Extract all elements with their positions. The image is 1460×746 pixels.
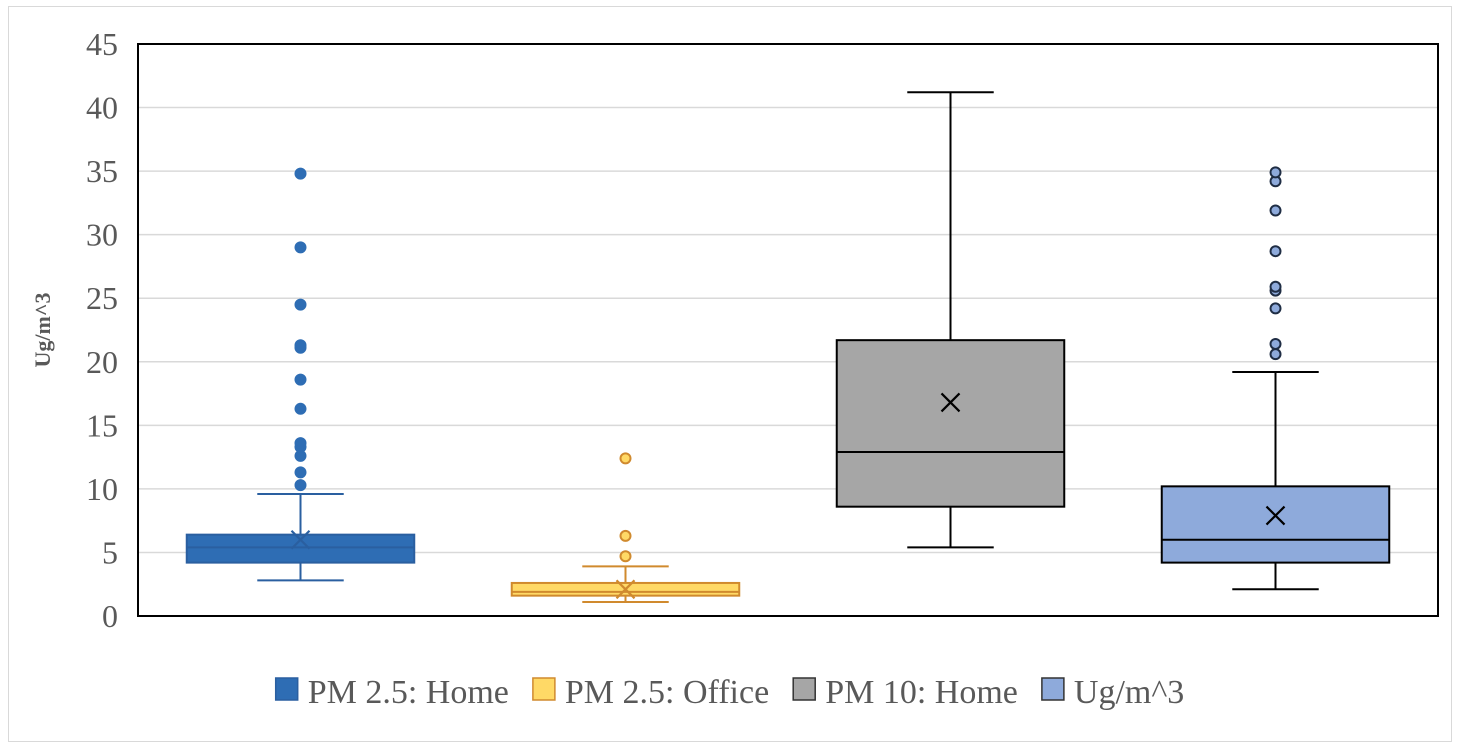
iqr-box — [1160, 485, 1391, 564]
outlier-point — [619, 529, 632, 542]
gridlines — [138, 43, 1438, 554]
y-tick-label: 40 — [86, 90, 118, 126]
legend-label: PM 2.5: Home — [308, 674, 509, 711]
legend-swatch — [1041, 677, 1065, 701]
y-tick-label: 15 — [86, 407, 118, 443]
plot-area-border — [137, 43, 1439, 617]
legend-swatch — [792, 677, 816, 701]
mean-marker — [615, 579, 636, 600]
legend-label: Ug/m^3 — [1074, 674, 1184, 711]
y-tick-label: 20 — [86, 344, 118, 380]
outlier-point — [1269, 166, 1282, 179]
legend: PM 2.5: Home PM 2.5: Office PM 10: Home Ug/… — [274, 674, 1184, 711]
outlier-point — [1269, 280, 1282, 293]
legend-swatch — [274, 677, 299, 701]
y-tick-label: 25 — [86, 280, 118, 316]
y-tick-label: 10 — [86, 471, 118, 507]
mean-marker — [1265, 505, 1286, 526]
outlier-point — [1269, 348, 1282, 361]
outlier-point — [294, 167, 307, 180]
box-plots — [185, 91, 1391, 604]
outlier-point — [1269, 337, 1282, 350]
outlier-point — [294, 339, 307, 352]
outlier-point — [294, 241, 307, 254]
y-tick-label: 45 — [86, 26, 118, 62]
outlier-point — [294, 466, 307, 479]
outlier-point — [294, 402, 307, 415]
box-4 — [1160, 166, 1391, 591]
iqr-box — [185, 533, 416, 564]
y-axis-label: Ug/m^3 — [30, 292, 55, 367]
mean-marker — [940, 392, 961, 413]
legend-label: PM 10: Home — [825, 674, 1018, 711]
outlier-point — [1269, 302, 1282, 315]
outlier-point — [1269, 245, 1282, 258]
mean-marker — [290, 529, 311, 550]
y-axis-ticks: 0 5 10 15 20 25 30 35 40 45 — [86, 26, 118, 634]
outlier-point — [1269, 204, 1282, 217]
outlier-point — [294, 437, 307, 450]
outlier-point — [294, 479, 307, 492]
legend-label: PM 2.5: Office — [565, 674, 769, 711]
y-tick-label: 0 — [102, 598, 118, 634]
box-2 — [510, 452, 741, 604]
outlier-point — [619, 452, 632, 465]
box-1 — [185, 167, 416, 582]
y-tick-label: 35 — [86, 153, 118, 189]
legend-swatch — [532, 677, 556, 701]
y-tick-label: 30 — [86, 217, 118, 253]
outlier-point — [294, 373, 307, 386]
outlier-point — [294, 298, 307, 311]
box-3 — [835, 91, 1066, 549]
chart-frame — [8, 6, 1452, 742]
outlier-point — [619, 550, 632, 563]
iqr-box — [835, 339, 1066, 508]
y-tick-label: 5 — [102, 534, 118, 570]
